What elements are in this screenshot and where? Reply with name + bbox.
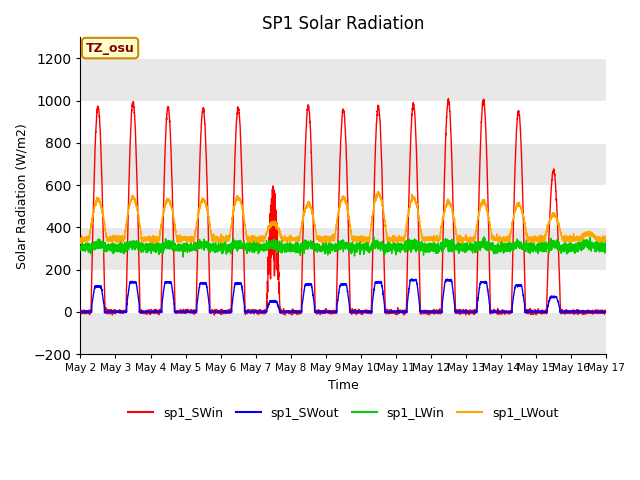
sp1_SWin	[109, 312, 116, 318]
sp1_LWin	[461, 243, 468, 249]
Line: sp1_SWout: sp1_SWout	[81, 279, 606, 312]
sp1_LWout	[461, 234, 469, 240]
Text: TZ_osu: TZ_osu	[86, 42, 134, 55]
sp1_LWout	[602, 236, 610, 242]
Bar	[81, 143, 606, 185]
sp1_LWin	[77, 247, 84, 253]
sp1_LWin	[324, 244, 332, 250]
sp1_SWin	[432, 308, 440, 314]
sp1_SWout	[461, 309, 469, 314]
Bar	[81, 101, 606, 143]
sp1_SWout	[408, 276, 415, 282]
Line: sp1_LWin: sp1_LWin	[81, 237, 606, 257]
Bar	[81, 228, 606, 270]
sp1_LWin	[602, 245, 610, 251]
sp1_SWin	[171, 307, 179, 312]
sp1_LWout	[77, 241, 84, 247]
sp1_SWout	[602, 309, 610, 315]
Legend: sp1_SWin, sp1_SWout, sp1_LWin, sp1_LWout: sp1_SWin, sp1_SWout, sp1_LWin, sp1_LWout	[123, 402, 563, 424]
Line: sp1_LWout: sp1_LWout	[81, 192, 606, 244]
sp1_SWin	[602, 308, 609, 313]
sp1_SWout	[171, 309, 179, 315]
Y-axis label: Solar Radiation (W/m2): Solar Radiation (W/m2)	[15, 123, 28, 269]
sp1_LWin	[179, 254, 187, 260]
sp1_LWout	[602, 235, 609, 240]
sp1_LWout	[171, 224, 179, 230]
sp1_LWout	[374, 189, 382, 194]
sp1_LWin	[480, 234, 488, 240]
sp1_SWin	[461, 310, 469, 315]
sp1_SWin	[77, 309, 84, 314]
sp1_SWout	[602, 309, 609, 315]
Bar	[81, 37, 606, 59]
sp1_LWin	[432, 251, 440, 256]
sp1_LWin	[602, 250, 609, 255]
sp1_LWout	[432, 234, 440, 240]
sp1_SWout	[324, 309, 332, 315]
X-axis label: Time: Time	[328, 379, 358, 392]
Title: SP1 Solar Radiation: SP1 Solar Radiation	[262, 15, 424, 33]
Bar	[81, 270, 606, 312]
sp1_SWout	[77, 309, 84, 314]
sp1_SWin	[324, 310, 332, 315]
Bar	[81, 59, 606, 101]
sp1_LWout	[77, 236, 84, 242]
sp1_SWout	[491, 309, 499, 315]
Line: sp1_SWin: sp1_SWin	[81, 98, 606, 315]
sp1_SWout	[432, 310, 440, 315]
Bar	[81, 185, 606, 228]
sp1_SWout	[77, 310, 84, 315]
sp1_SWin	[491, 308, 499, 313]
sp1_SWin	[602, 309, 610, 314]
sp1_LWout	[324, 236, 332, 242]
sp1_LWin	[491, 243, 499, 249]
Bar	[81, 312, 606, 354]
sp1_LWout	[491, 237, 499, 243]
sp1_LWin	[171, 243, 179, 249]
Bar	[81, 354, 606, 375]
sp1_SWin	[445, 96, 452, 101]
